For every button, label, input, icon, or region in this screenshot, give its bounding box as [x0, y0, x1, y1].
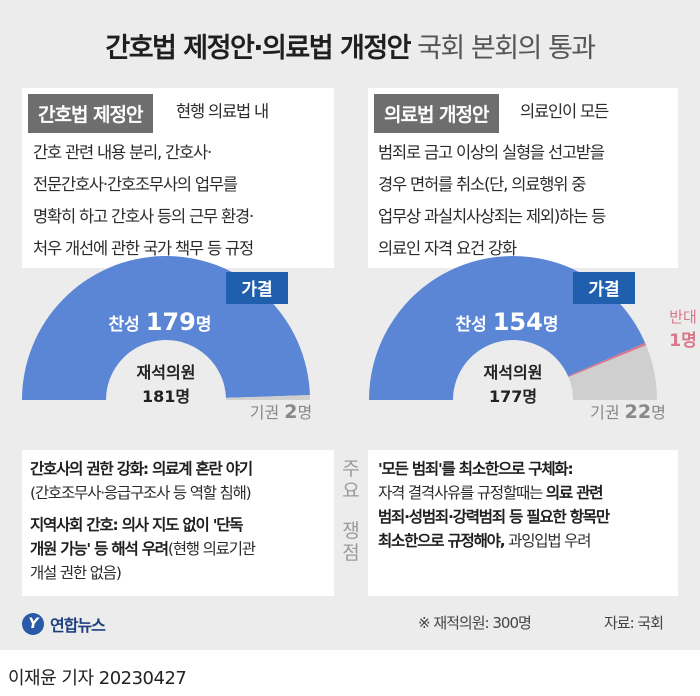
right-desc-line-5: 의료인 자격 요건 강화: [378, 239, 517, 258]
right-issue-1-detail: 자격 결격사유를 규정할때는 의료 관련: [378, 484, 604, 502]
left-wedge-abstain: [225, 395, 310, 400]
source-note: 자료: 국회: [604, 614, 664, 632]
right-no-label: 반대: [669, 308, 697, 326]
right-desc-line-3: 경우 면허를 취소(단, 의료행위 중: [378, 175, 586, 194]
right-desc-line-2: 범죄로 금고 이상의 실형을 선고받을: [378, 143, 605, 162]
left-desc-line-1: 현행 의료법 내: [176, 102, 269, 121]
title-bold: 간호법 제정안·의료법 개정안: [105, 33, 411, 64]
left-issue-2-detail: 개설 권한 없음): [30, 564, 122, 582]
right-desc-line-4: 업무상 과실치사상죄는 제외)하는 등: [378, 207, 606, 226]
right-issue-1-cont: 범죄·성범죄·강력범죄 등 필요한 항목만: [378, 508, 610, 526]
key-issues-gap: [334, 502, 368, 520]
left-present-value: 181명: [142, 387, 190, 406]
left-desc-line-3: 전문간호사·간호조무사의 업무를: [33, 175, 238, 194]
left-desc-line-4: 명확히 하고 간호사 등의 근무 환경·: [33, 207, 254, 226]
right-abstain-label: 기권 22명: [590, 401, 666, 423]
left-issues-panel: [22, 450, 334, 596]
left-yes-label: 찬성 179명: [109, 308, 212, 336]
left-issue-2-cont: 개원 가능' 등 해석 우려(현행 의료기관: [30, 540, 256, 558]
yonhap-logo-text: 연합뉴스: [50, 616, 106, 635]
right-no-value: 1명: [669, 331, 696, 351]
byline: 이재윤 기자 20230427: [0, 650, 700, 696]
yonhap-logo: Y 연합뉴스: [22, 612, 106, 636]
key-issues-char-2: 요: [342, 480, 360, 502]
right-wedge-no: [568, 342, 647, 378]
right-issue-1: '모든 범죄'를 최소한으로 구체화:: [378, 460, 574, 478]
yonhap-logo-icon: Y: [22, 613, 44, 635]
title-light: 국회 본회의 통과: [417, 33, 596, 64]
left-passed-badge: [226, 272, 288, 304]
left-desc-line-5: 처우 개선에 관한 국가 책무 등 규정: [33, 239, 254, 258]
key-issues-char-3: 쟁: [342, 520, 360, 542]
right-tag: 의료법 개정안: [374, 94, 499, 133]
key-issues-char-4: 점: [342, 542, 360, 564]
left-present-label: 재석의원: [137, 363, 196, 382]
left-issue-1-detail: (간호조무사·응급구조사 등 역할 침해): [30, 484, 252, 502]
right-wedge-abstain: [568, 345, 657, 400]
key-issues-char-1: 주: [342, 458, 360, 480]
main-title: 간호법 제정안·의료법 개정안 국회 본회의 통과: [0, 26, 700, 65]
right-passed-label: 가결: [588, 280, 619, 300]
right-yes-label: 찬성 154명: [456, 308, 559, 336]
left-passed-label: 가결: [241, 280, 272, 300]
left-tag: 간호법 제정안: [28, 94, 153, 133]
left-issue-2: 지역사회 간호: 의사 지도 없이 '단독: [30, 516, 244, 534]
left-desc-line-2: 간호 관련 내용 분리, 간호사·: [33, 143, 212, 162]
left-issue-1: 간호사의 권한 강화: 의료계 혼란 야기: [30, 460, 253, 478]
left-abstain-label: 기권 2명: [250, 401, 313, 423]
right-present-value: 177명: [489, 387, 537, 406]
total-members-note: ※ 재적의원: 300명: [418, 614, 532, 632]
key-issues-label: 주 요 쟁 점: [334, 458, 368, 564]
right-issues-panel: [368, 450, 678, 596]
right-passed-badge: [573, 272, 635, 304]
right-issue-1-end: 최소한으로 규정해야, 과잉입법 우려: [378, 532, 591, 550]
right-desc-line-1: 의료인이 모든: [520, 102, 609, 121]
right-present-label: 재석의원: [484, 363, 543, 382]
